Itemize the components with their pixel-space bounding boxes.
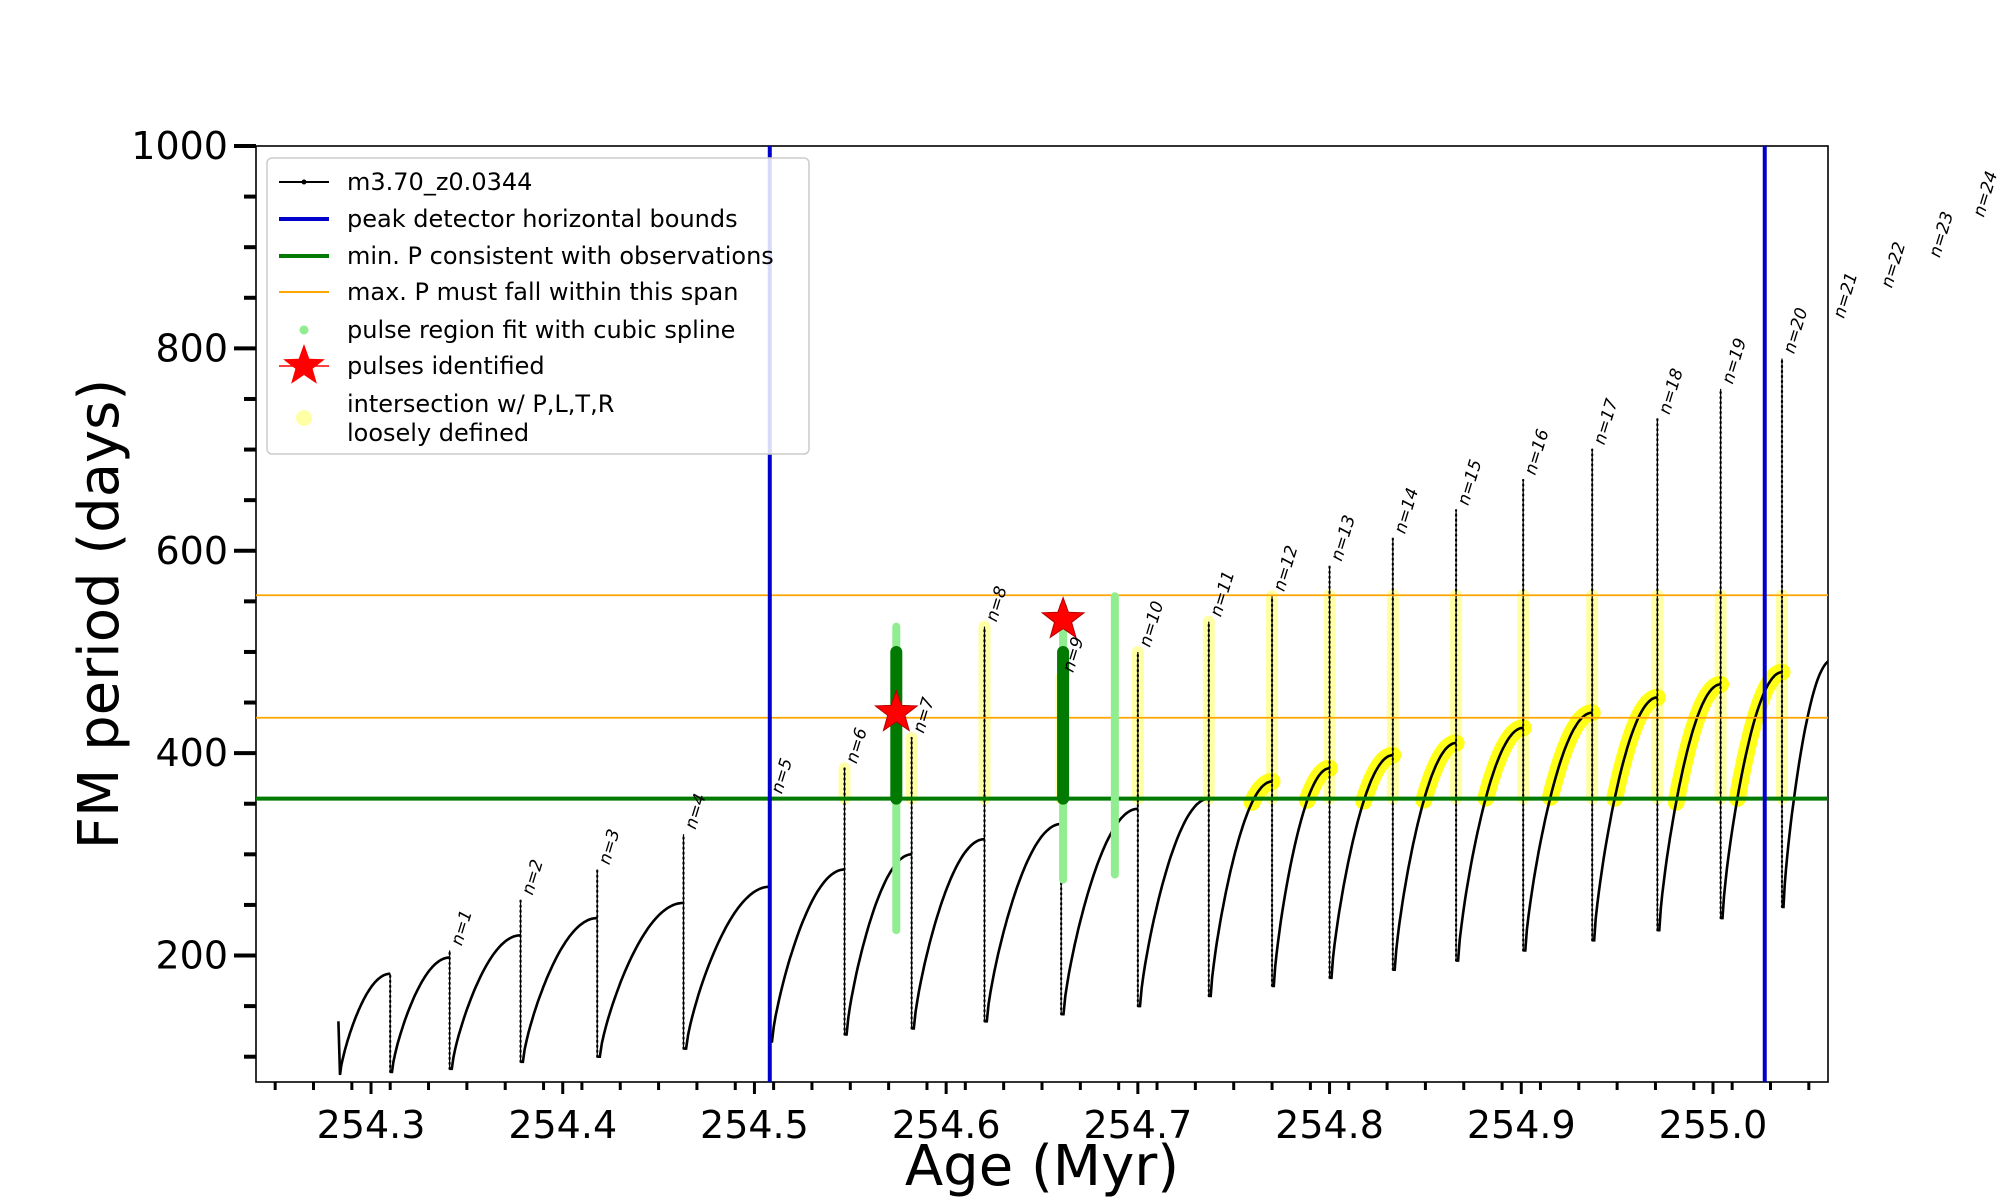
series-curve xyxy=(1720,670,1783,920)
pulse-number-label: n=24 xyxy=(1969,169,2000,219)
legend-label: min. P consistent with observations xyxy=(347,242,774,270)
pulse-number-label: n=1 xyxy=(447,908,477,948)
axes: 254.3 254.4 254.5 254.6 254.7 254.8 254.9 255.0… xyxy=(131,124,1811,1147)
series-curve xyxy=(1137,797,1209,1008)
legend-marker xyxy=(283,344,325,384)
series-curve xyxy=(1272,767,1330,988)
pulse-number-label: n=20 xyxy=(1780,305,1813,355)
pulse-number-label: n=17 xyxy=(1590,396,1623,447)
pulse-number-label: n=11 xyxy=(1206,569,1239,619)
series-curve xyxy=(1592,696,1658,942)
pulse-number-label: n=12 xyxy=(1270,543,1303,593)
y-tick-label: 600 xyxy=(155,529,228,573)
legend-item-pulses: pulses identified xyxy=(279,344,545,384)
x-axis-title: Age (Myr) xyxy=(905,1134,1179,1199)
x-tick-label: 254.4 xyxy=(508,1103,617,1147)
legend-marker-dot xyxy=(301,179,307,185)
pulse-number-label: n=13 xyxy=(1327,513,1360,563)
legend-item-minP: min. P consistent with observations xyxy=(279,242,774,270)
legend-item-maxP: max. P must fall within this span xyxy=(279,278,738,306)
pulse-number-label: n=23 xyxy=(1925,209,1958,259)
series-curve xyxy=(984,822,1062,1023)
legend-label: peak detector horizontal bounds xyxy=(347,205,738,233)
y-axis-title: FM period (days) xyxy=(67,379,132,849)
intersection-curve xyxy=(1606,689,1666,807)
series-curve xyxy=(1208,780,1273,998)
series-curve xyxy=(1456,726,1524,962)
series-curve xyxy=(1972,606,2000,866)
legend-item-spline: pulse region fit with cubic spline xyxy=(299,316,735,344)
pulse-star xyxy=(873,689,919,732)
pulse-number-label: n=16 xyxy=(1521,427,1554,478)
legend-label: max. P must fall within this span xyxy=(347,278,738,306)
pulses-layer xyxy=(873,596,1086,732)
legend-item-model: m3.70_z0.0344 xyxy=(279,168,532,196)
pulse-number-label: n=2 xyxy=(518,857,548,897)
intersection-curve xyxy=(1541,704,1601,806)
pulse-number-label: n=5 xyxy=(767,756,797,796)
series-curve xyxy=(1832,647,1880,897)
series-curve xyxy=(1523,711,1593,952)
intersection-curve xyxy=(1667,675,1730,811)
legend-marker xyxy=(296,410,312,426)
pulse-number-label: n=14 xyxy=(1390,486,1423,536)
legend-box xyxy=(266,157,810,455)
series-curve xyxy=(1657,683,1721,932)
series-curve xyxy=(1928,622,1972,877)
pulse-number-label: n=15 xyxy=(1454,457,1487,507)
intersection-curve xyxy=(1728,663,1791,807)
pulse-number-label: n=8 xyxy=(982,584,1012,624)
series-curve xyxy=(1329,753,1393,980)
x-tick-label: 255.0 xyxy=(1659,1103,1768,1147)
legend-label: intersection w/ P,L,T,R xyxy=(347,390,614,418)
spline-layer xyxy=(890,592,1119,935)
series-curve xyxy=(844,853,912,1036)
series-curve xyxy=(520,916,598,1064)
y-tick-label: 200 xyxy=(155,934,228,978)
pulse-star xyxy=(1040,596,1086,639)
x-tick-label: 254.8 xyxy=(1275,1103,1384,1147)
series-curve xyxy=(911,837,985,1030)
legend-label: pulses identified xyxy=(347,352,545,380)
series-curve xyxy=(769,868,845,1043)
pulse-number-label: n=18 xyxy=(1655,366,1688,417)
pulse-number-label: n=6 xyxy=(842,725,872,765)
legend-label: pulse region fit with cubic spline xyxy=(347,316,735,344)
series-curve xyxy=(449,934,521,1071)
y-tick-label: 400 xyxy=(155,731,228,775)
x-tick-label: 254.9 xyxy=(1467,1103,1576,1147)
y-tick-label: 1000 xyxy=(131,124,228,168)
legend-item-bounds: peak detector horizontal bounds xyxy=(279,205,738,233)
series-curve xyxy=(337,972,391,1076)
pulse-number-label: n=19 xyxy=(1718,336,1751,386)
x-tick-label: 254.3 xyxy=(317,1103,426,1147)
pulse-number-label: n=22 xyxy=(1877,240,1910,290)
series-layer xyxy=(337,357,2000,1076)
series-curve xyxy=(683,885,770,1050)
x-tick-label: 254.7 xyxy=(1083,1103,1192,1147)
pulse-number-label: n=3 xyxy=(595,827,625,867)
x-tick-label: 254.5 xyxy=(700,1103,809,1147)
series-curve xyxy=(390,956,450,1074)
series-curve xyxy=(1880,634,1928,887)
y-tick-label: 800 xyxy=(155,326,228,370)
x-tick-label: 254.6 xyxy=(892,1103,1001,1147)
horizontal-lines-layer xyxy=(256,594,1828,801)
series-curve xyxy=(597,901,684,1058)
legend-label: m3.70_z0.0344 xyxy=(347,168,532,196)
pulse-number-label: n=21 xyxy=(1829,270,1862,320)
legend-label-line2: loosely defined xyxy=(347,419,529,447)
series-curve xyxy=(1061,807,1138,1016)
pulse-number-label: n=7 xyxy=(909,695,939,735)
legend-marker xyxy=(299,325,309,335)
series-curve xyxy=(1782,659,1828,909)
pulse-number-label: n=10 xyxy=(1136,599,1169,649)
